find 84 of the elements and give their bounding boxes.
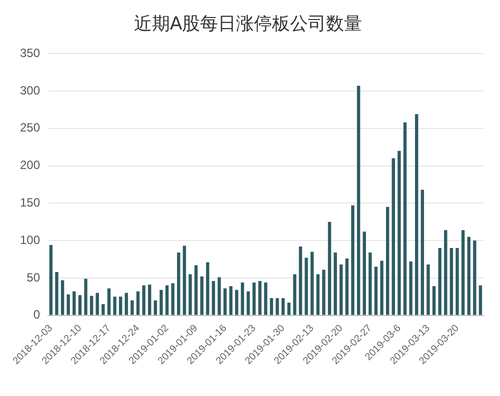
bar — [160, 290, 163, 315]
bar — [60, 280, 64, 315]
bar — [264, 282, 268, 315]
bar — [293, 274, 296, 315]
bar — [340, 264, 343, 315]
bar — [229, 286, 232, 315]
chart-title: 近期A股每日涨停板公司数量 — [134, 13, 362, 34]
bar — [113, 296, 116, 315]
bar — [270, 298, 274, 315]
bar — [386, 206, 390, 315]
y-tick-label: 50 — [26, 270, 40, 284]
y-tick-label: 100 — [20, 232, 40, 247]
bar — [392, 158, 395, 315]
bar — [473, 240, 476, 315]
bar — [165, 285, 169, 315]
bar — [154, 300, 157, 315]
bar — [322, 270, 326, 315]
y-tick-label: 350 — [20, 46, 40, 60]
y-tick-label: 250 — [20, 120, 40, 135]
bar — [420, 190, 424, 315]
bar — [438, 248, 442, 315]
bar — [351, 205, 354, 315]
bar — [90, 296, 94, 315]
bar — [398, 150, 401, 315]
bar — [287, 302, 291, 315]
y-tick-label: 150 — [20, 195, 40, 210]
bar — [142, 285, 146, 315]
bar — [450, 248, 454, 315]
bar — [72, 291, 76, 315]
bar — [96, 292, 99, 315]
bar — [136, 291, 140, 315]
y-tick-label: 300 — [20, 83, 40, 98]
bar — [415, 114, 418, 315]
bar — [432, 286, 436, 315]
bar — [380, 260, 384, 315]
bar — [426, 264, 430, 315]
bar — [206, 262, 210, 315]
bar — [409, 262, 412, 315]
bar — [258, 280, 262, 315]
bar — [118, 296, 122, 315]
bar — [200, 276, 204, 315]
bar — [235, 290, 238, 315]
bar — [102, 304, 105, 315]
bar — [84, 278, 88, 315]
bar — [328, 222, 332, 315]
bar — [334, 252, 337, 315]
bar — [171, 283, 174, 315]
y-tick-label: 0 — [33, 308, 40, 322]
bar — [374, 266, 378, 315]
bar — [310, 252, 314, 315]
y-tick-label: 200 — [20, 158, 40, 172]
bar — [316, 274, 320, 315]
bar — [182, 246, 186, 315]
bar — [218, 277, 221, 315]
bar — [107, 288, 111, 315]
bar — [456, 248, 459, 315]
bar — [282, 298, 285, 315]
bar — [78, 295, 82, 315]
bar — [444, 230, 448, 315]
bar — [223, 288, 227, 315]
bar — [362, 232, 366, 315]
bar — [304, 258, 308, 315]
bar — [240, 282, 244, 315]
bar — [66, 294, 70, 315]
bar — [177, 252, 180, 315]
bar — [49, 245, 53, 315]
bar — [212, 280, 216, 315]
bar — [252, 282, 256, 315]
bar — [194, 265, 198, 315]
bar — [478, 285, 482, 315]
bar — [130, 300, 134, 315]
bar — [345, 258, 349, 315]
bar — [276, 298, 279, 315]
bar — [368, 252, 372, 315]
bar — [461, 230, 465, 315]
bar — [148, 284, 152, 315]
bar — [246, 291, 250, 315]
bar — [298, 246, 302, 315]
bar — [467, 236, 470, 315]
bar — [403, 122, 407, 315]
bar — [356, 86, 360, 315]
bar — [55, 272, 58, 315]
bar — [188, 274, 192, 315]
bar — [124, 292, 128, 315]
